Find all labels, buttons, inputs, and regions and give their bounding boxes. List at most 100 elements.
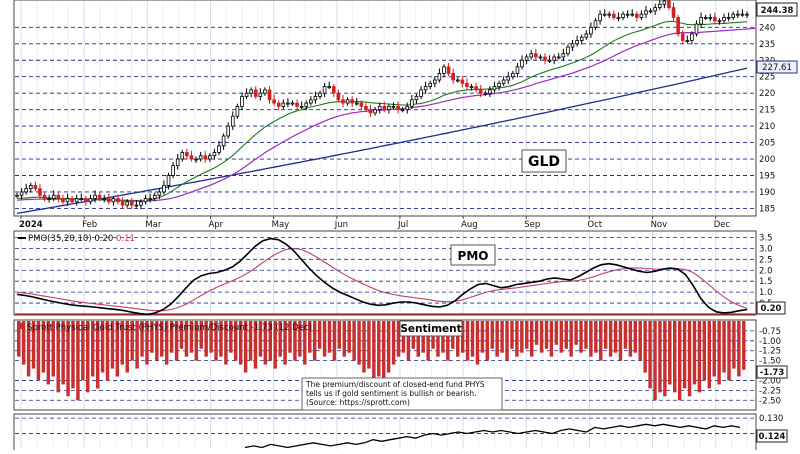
candle-body [61,198,65,203]
price-y-tick: 235 [759,40,775,50]
candle-body [717,20,722,23]
candle-body [51,194,56,199]
candle-body [561,53,566,58]
pmo-title-signal: 0.11 [116,234,135,244]
sentiment-bar [66,321,70,397]
x-tick-label: Aug [461,220,478,230]
candle-body [111,198,116,203]
candle-body [249,89,253,94]
sentiment-bar [308,321,312,353]
sentiment-bar [559,321,564,353]
candle-body [272,99,276,104]
sentiment-bar [17,321,21,357]
price-y-tick: 210 [759,122,775,132]
ma-last-badge [756,60,798,74]
candle-body [488,89,492,94]
candle-body [556,56,561,59]
candle-body [84,198,88,203]
pmo-label-box [450,244,496,266]
candle-body [657,3,662,8]
candle-body [148,198,152,200]
candle-body [639,13,644,18]
sentiment-bar [455,321,460,357]
candle-body [391,105,396,108]
last-price-value: 244.38 [761,6,794,16]
sentiment-bar [633,321,638,353]
sentiment-bar [51,321,55,377]
x-tick-label: Apr [208,220,223,230]
sentiment-bar [470,321,475,357]
sentiment-bar [357,321,361,365]
price-y-tick: 205 [759,139,775,149]
pmo-y-tick: 3.5 [759,233,773,243]
candle-body [713,17,717,22]
sentiment-bar [317,321,322,349]
pmo-y-tick: 2.0 [759,266,773,276]
sentiment-y-tick: -2.00 [759,376,781,386]
candle-body [364,105,368,111]
candle-body [93,194,97,199]
sentiment-bar [36,321,41,381]
candle-body [676,17,680,35]
sentiment-bar [298,321,302,357]
sentiment-bar [737,321,741,377]
candle-body [478,89,483,94]
candle-body [286,102,290,105]
sentiment-bar [31,321,36,369]
sentiment-last-value: -1.73 [760,368,785,378]
sentiment-bar [515,321,519,357]
sentiment-bar [347,321,351,353]
sentiment-bar [327,321,332,353]
candle-body [281,102,286,107]
candle-body [419,89,423,97]
sentiment-bar [702,321,707,381]
sentiment-bar [95,321,100,389]
candle-body [70,198,74,203]
candle-body [107,198,111,203]
sentiment-bar [554,321,559,345]
sentiment-bar [717,321,721,385]
sentiment-y-axis: -0.75-1.00-1.25-1.50 -2.00-2.25-2.50 [759,327,781,406]
candle-body [593,20,598,28]
candle-body [432,79,437,84]
sentiment-bar [26,321,31,377]
sentiment-y-tick: -1.25 [759,347,781,357]
sentiment-bar [352,321,356,361]
sentiment-bar [643,321,647,373]
candle-body [506,76,511,81]
candle-body [579,36,584,41]
sentiment-bar [727,321,731,381]
sentiment-bar [391,321,396,365]
candle-body [263,89,267,94]
candle-body [341,99,345,104]
sentiment-bar [179,321,184,349]
pmo-y-tick: 2.5 [759,255,773,265]
candle-body [442,66,446,74]
candle-body [405,105,410,111]
sentiment-bar [140,321,144,357]
candle-body [543,56,547,61]
candle-body [217,145,221,153]
candle-body [621,13,625,18]
sentiment-bar [288,321,292,353]
price-y-tick: 225 [759,73,775,83]
sentiment-bar [648,321,652,389]
candle-body [19,191,24,196]
candle-body [299,105,304,108]
candle-body [180,152,185,160]
candle-body [612,13,616,18]
sentiment-bar [199,321,203,349]
sentiment-bar [742,321,746,370]
candle-body [465,82,469,88]
candle-body [423,86,428,91]
sentiment-bar [692,321,697,385]
x-tick-label: Nov [651,220,668,230]
sentiment-bar [525,321,529,349]
x-tick-label: 2024 [19,220,43,230]
sentiment-bar [465,321,470,361]
candle-body [644,10,648,15]
candle-body [635,13,639,18]
sentiment-bar [90,321,95,377]
price-y-tick: 220 [759,89,775,99]
pmo-legend: PMO(35,20,10) 0.20 0.11 [18,234,135,244]
